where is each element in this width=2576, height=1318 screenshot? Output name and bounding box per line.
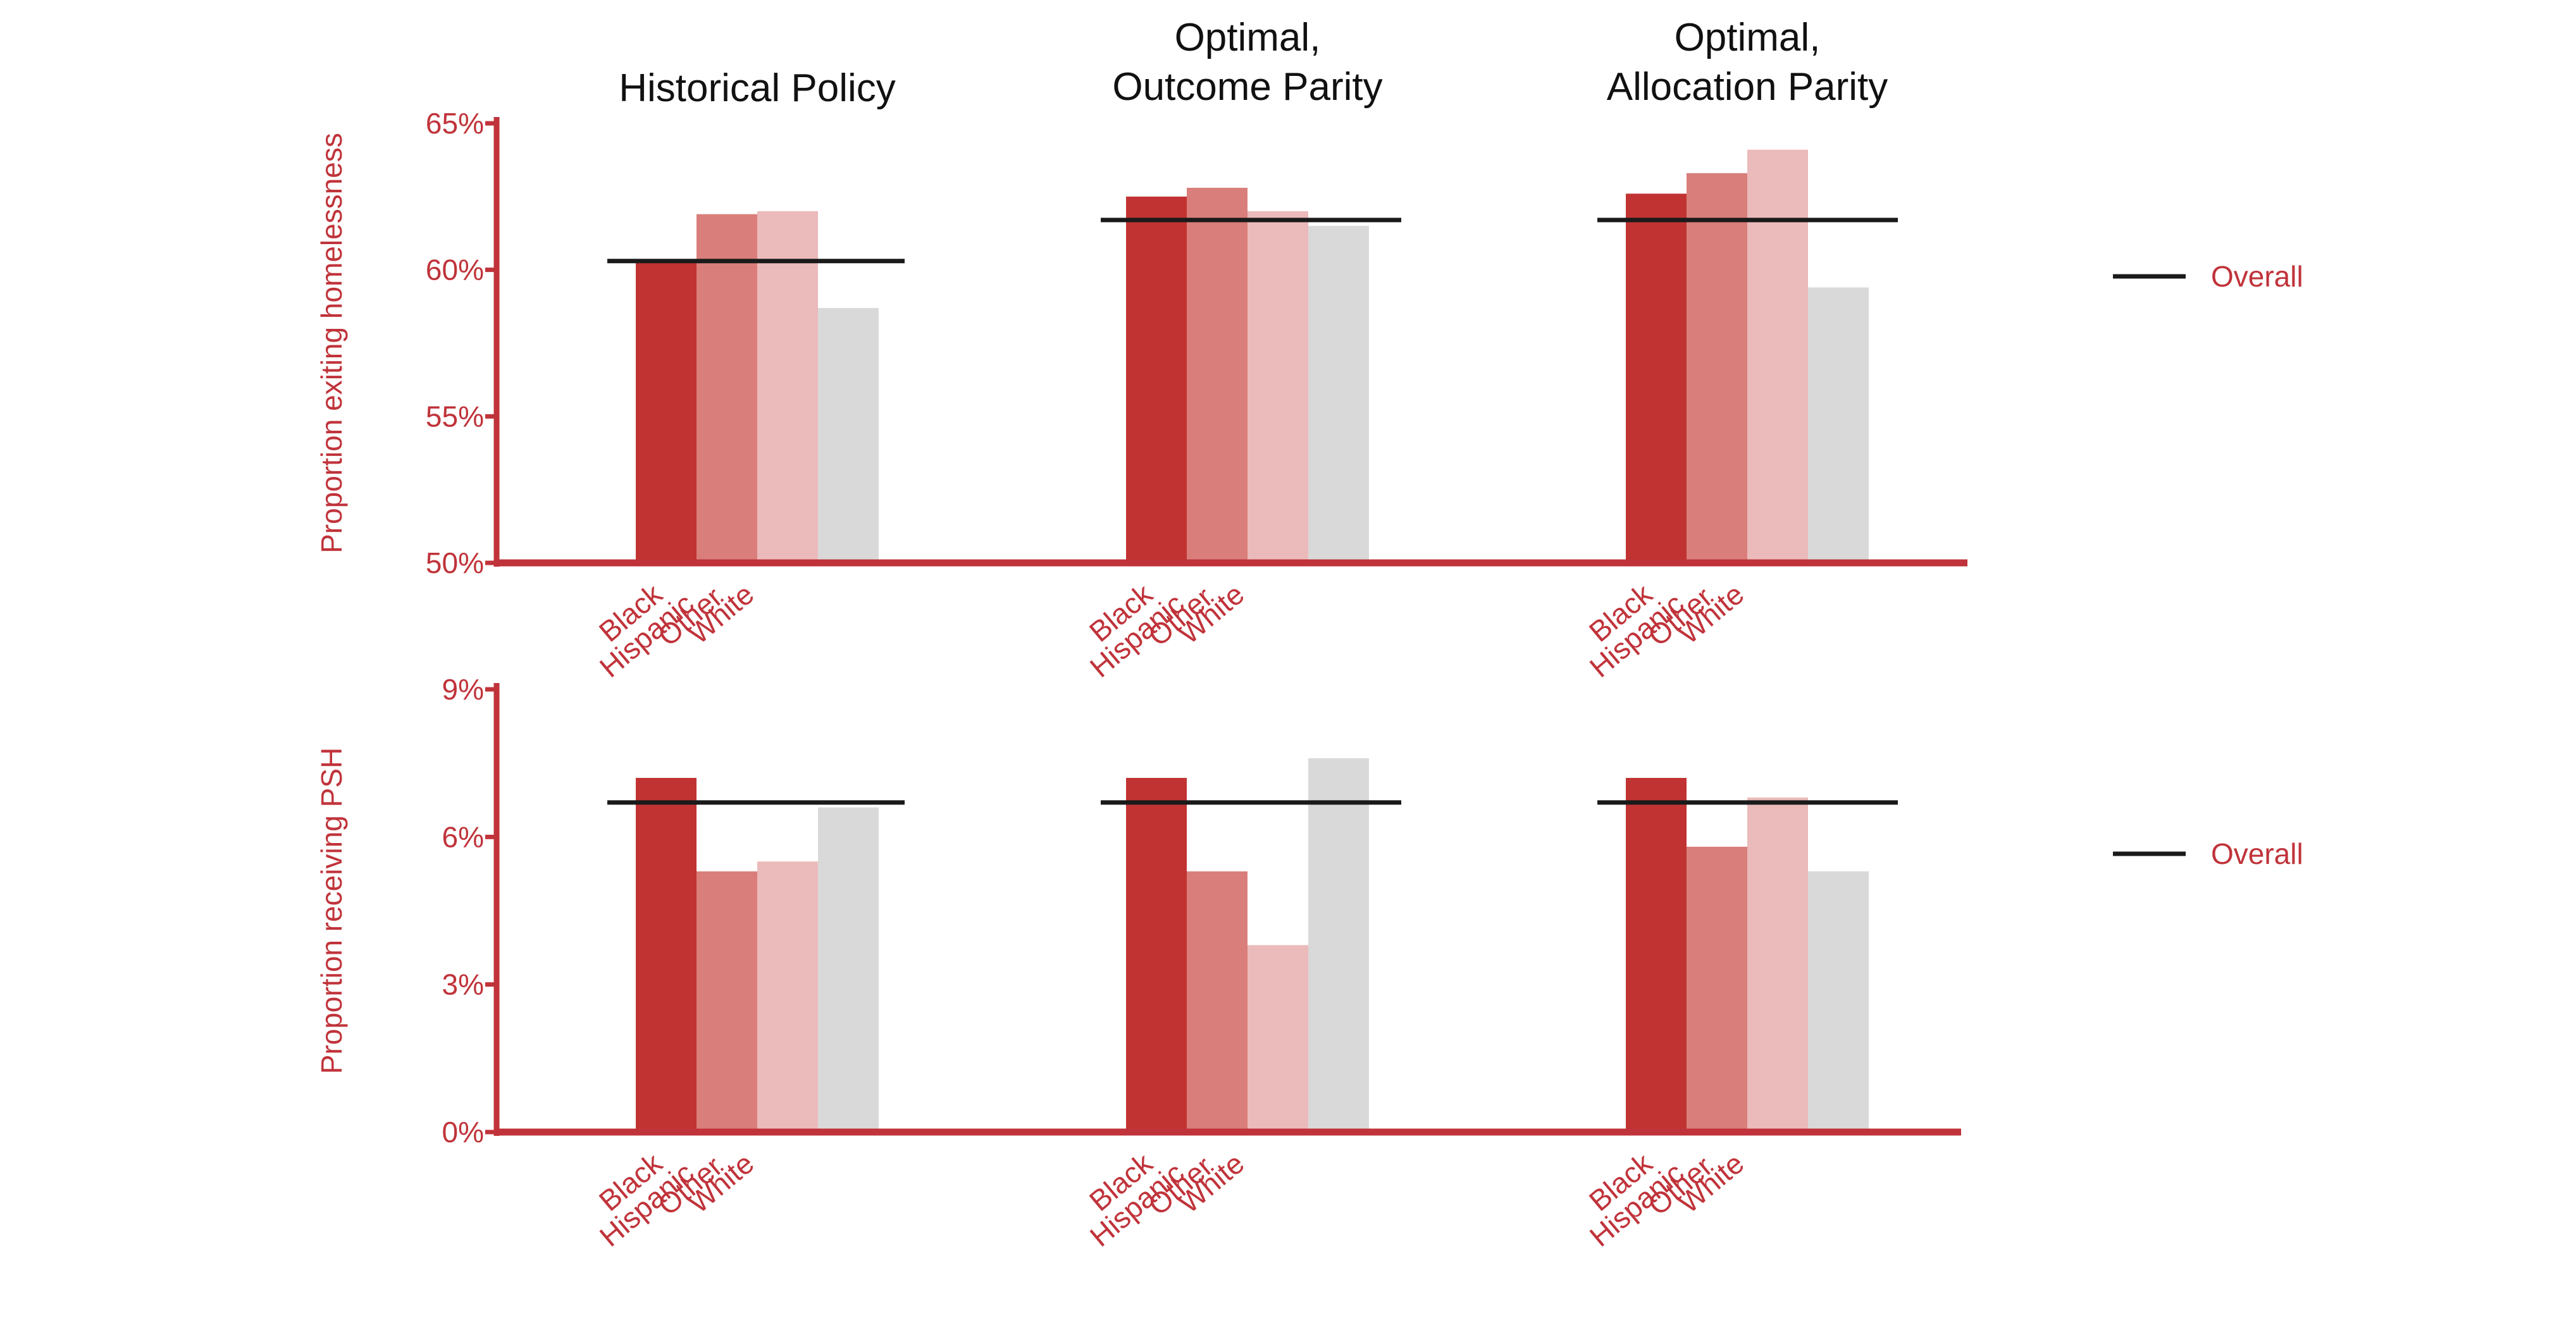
bar-white [1808,287,1869,563]
legend-label: Overall [2211,260,2303,293]
bar-white [1308,226,1369,564]
bar-black [636,261,697,563]
bar-black [1626,194,1687,563]
legend-label: Overall [2211,837,2303,870]
bar-white [818,307,879,563]
bar-other [757,861,818,1132]
bar-other [1747,798,1808,1132]
group-title: Optimal, [1175,16,1321,59]
y-tick-label: 0% [442,1116,484,1149]
bar-hispanic [1187,871,1248,1132]
group-title: Allocation Parity [1607,65,1888,109]
y-tick-label: 50% [426,546,484,579]
y-tick-label: 60% [426,254,484,286]
bar-black [1126,196,1187,563]
group-title: Outcome Parity [1112,65,1382,109]
bar-black [1626,778,1687,1132]
bar-white [1308,758,1369,1132]
bar-other [1747,149,1808,563]
y-axis-label: Proportion receiving PSH [315,748,348,1074]
bar-hispanic [697,871,757,1132]
y-tick-label: 6% [442,820,484,853]
bar-other [1248,945,1308,1132]
bar-white [818,807,879,1132]
bar-other [757,211,818,563]
y-tick-label: 65% [426,107,484,140]
bar-black [636,778,697,1132]
bar-hispanic [1687,173,1747,563]
bar-hispanic [1687,846,1747,1132]
bar-other [1248,211,1308,563]
bar-hispanic [1187,187,1248,563]
y-tick-label: 3% [442,968,484,1001]
y-tick-label: 55% [426,400,484,433]
y-tick-label: 9% [442,673,484,706]
group-title: Optimal, [1675,16,1821,59]
group-title: Historical Policy [619,66,896,110]
bar-black [1126,778,1187,1132]
bar-hispanic [697,214,757,564]
y-axis-label: Proportion exiting homelessness [315,133,348,553]
bar-white [1808,871,1869,1132]
